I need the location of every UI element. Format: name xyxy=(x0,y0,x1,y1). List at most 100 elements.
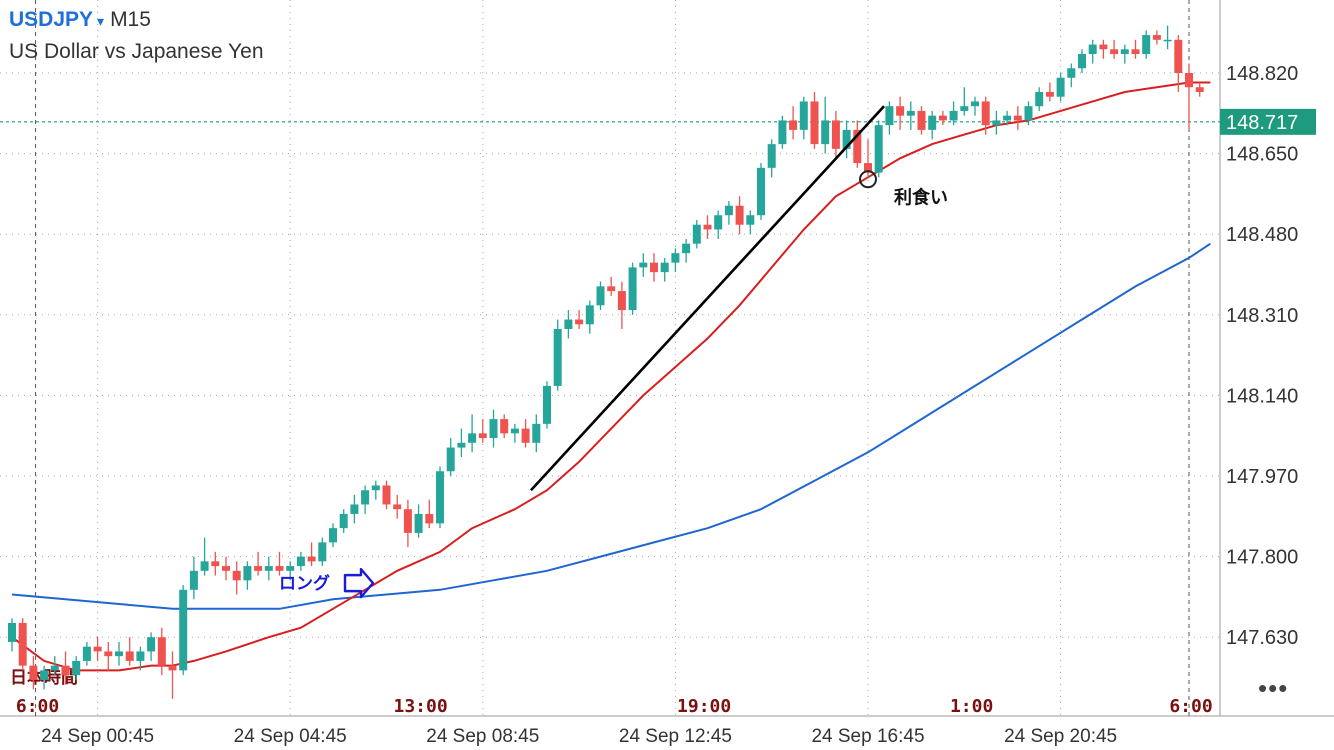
candle-body[interactable] xyxy=(222,566,230,571)
candle-body[interactable] xyxy=(1056,77,1065,97)
candle-body[interactable] xyxy=(329,528,337,543)
candle-body[interactable] xyxy=(949,110,958,121)
candle-body[interactable] xyxy=(1045,91,1054,97)
candle-body[interactable] xyxy=(8,622,16,642)
candle-body[interactable] xyxy=(382,485,391,505)
more-horizontal-icon[interactable]: ••• xyxy=(1258,673,1289,703)
candle-body[interactable] xyxy=(928,115,937,130)
candle-body[interactable] xyxy=(1067,68,1076,78)
candle-body[interactable] xyxy=(992,120,1001,126)
candle-body[interactable] xyxy=(735,205,744,225)
candle-body[interactable] xyxy=(457,442,466,448)
candle-body[interactable] xyxy=(543,385,551,424)
candle-body[interactable] xyxy=(1078,54,1086,69)
candle-body[interactable] xyxy=(1035,91,1044,107)
symbol-label[interactable]: USDJPY xyxy=(9,8,94,31)
candle-body[interactable] xyxy=(286,566,295,571)
candle-body[interactable] xyxy=(864,163,872,173)
candle-body[interactable] xyxy=(981,101,990,126)
candle-body[interactable] xyxy=(938,115,947,121)
candle-body[interactable] xyxy=(371,485,380,491)
candle-body[interactable] xyxy=(607,286,616,292)
candle-body[interactable] xyxy=(1003,115,1012,121)
candle-body[interactable] xyxy=(72,660,81,676)
candle-body[interactable] xyxy=(874,125,883,173)
candle-body[interactable] xyxy=(179,589,188,671)
candle-body[interactable] xyxy=(1110,49,1119,55)
candle-body[interactable] xyxy=(575,319,584,325)
candle-body[interactable] xyxy=(318,542,327,562)
candle-body[interactable] xyxy=(339,513,348,529)
candle-body[interactable] xyxy=(436,471,444,524)
candle-body[interactable] xyxy=(906,110,915,116)
candle-body[interactable] xyxy=(254,566,263,571)
candle-body[interactable] xyxy=(93,646,102,652)
candle-body[interactable] xyxy=(18,622,27,666)
candle-body[interactable] xyxy=(1013,115,1022,121)
candle-body[interactable] xyxy=(853,129,862,164)
candle-body[interactable] xyxy=(692,224,701,244)
candle-body[interactable] xyxy=(628,267,637,311)
candle-body[interactable] xyxy=(789,120,798,130)
candle-body[interactable] xyxy=(500,419,509,434)
candle-body[interactable] xyxy=(799,101,808,130)
candle-body[interactable] xyxy=(842,129,851,149)
candle-body[interactable] xyxy=(896,106,905,116)
candle-body[interactable] xyxy=(831,120,840,149)
timeframe-label[interactable]: M15 xyxy=(110,8,151,31)
candle-body[interactable] xyxy=(211,561,220,567)
candle-body[interactable] xyxy=(403,509,412,533)
candle-body[interactable] xyxy=(521,428,530,443)
candle-body[interactable] xyxy=(1185,73,1193,88)
candle-body[interactable] xyxy=(115,651,123,657)
candle-body[interactable] xyxy=(29,665,38,680)
candle-body[interactable] xyxy=(639,262,648,268)
symbol-header[interactable]: USDJPY ▾ M15 xyxy=(9,8,151,32)
candle-body[interactable] xyxy=(275,566,284,571)
candle-body[interactable] xyxy=(596,286,605,306)
candle-body[interactable] xyxy=(200,561,209,571)
candle-body[interactable] xyxy=(243,566,252,581)
candle-body[interactable] xyxy=(1088,44,1097,55)
candle-body[interactable] xyxy=(617,291,626,311)
candle-body[interactable] xyxy=(168,665,177,671)
candle-body[interactable] xyxy=(960,106,969,111)
candle-body[interactable] xyxy=(393,504,402,510)
trendline[interactable] xyxy=(529,105,886,492)
candle-body[interactable] xyxy=(885,106,894,126)
candle-body[interactable] xyxy=(157,637,166,666)
candle-body[interactable] xyxy=(1024,106,1033,121)
candle-body[interactable] xyxy=(532,423,541,443)
candle-body[interactable] xyxy=(50,665,59,671)
candle-body[interactable] xyxy=(682,243,691,254)
candle-body[interactable] xyxy=(1152,35,1161,40)
candle-body[interactable] xyxy=(350,504,359,514)
candle-body[interactable] xyxy=(1163,39,1172,42)
candle-body[interactable] xyxy=(660,262,669,273)
candle-body[interactable] xyxy=(61,665,70,676)
candle-body[interactable] xyxy=(1142,35,1151,55)
candle-body[interactable] xyxy=(767,144,776,168)
candle-body[interactable] xyxy=(810,101,819,145)
candle-body[interactable] xyxy=(1099,44,1108,50)
candle-body[interactable] xyxy=(446,447,455,472)
candle-body[interactable] xyxy=(746,215,755,225)
candle-body[interactable] xyxy=(1195,87,1204,92)
candle-body[interactable] xyxy=(307,556,316,562)
candle-body[interactable] xyxy=(757,167,765,216)
candle-body[interactable] xyxy=(489,419,498,439)
candle-body[interactable] xyxy=(714,215,723,230)
candle-body[interactable] xyxy=(82,646,91,661)
candle-body[interactable] xyxy=(468,433,477,443)
candle-body[interactable] xyxy=(778,120,787,145)
candle-body[interactable] xyxy=(671,253,680,263)
symbol-dropdown-icon[interactable]: ▾ xyxy=(97,13,105,29)
candle-body[interactable] xyxy=(724,205,733,216)
candle-body[interactable] xyxy=(361,490,370,505)
candle-body[interactable] xyxy=(1131,49,1140,55)
candle-body[interactable] xyxy=(585,305,594,325)
candle-body[interactable] xyxy=(703,224,712,230)
candle-body[interactable] xyxy=(821,120,830,145)
candle-body[interactable] xyxy=(971,101,979,107)
